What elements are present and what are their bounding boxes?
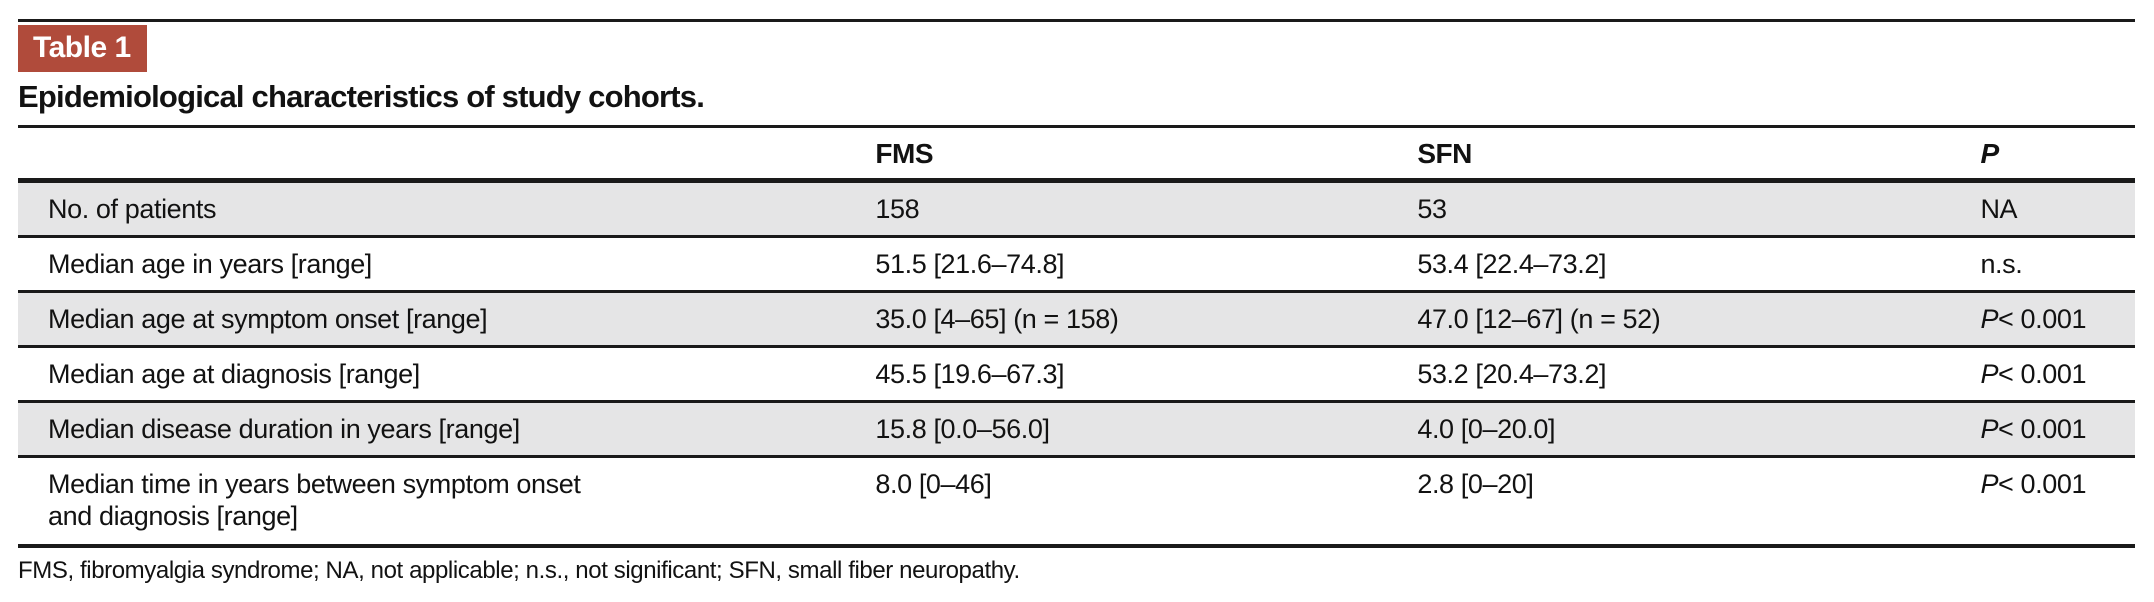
header-row: FMS SFN P [18, 126, 2135, 183]
row-label-line1: Median age at symptom onset [range] [48, 304, 488, 334]
p-symbol: P [1980, 359, 1999, 389]
p-value: P< 0.001 [1980, 401, 2135, 458]
sfn-value: 53.4 [22.4–73.2] [1417, 236, 1981, 293]
p-symbol: P [1980, 304, 1999, 334]
sfn-value: 4.0 [0–20.0] [1417, 401, 1981, 458]
row-label: Median disease duration in years [range] [18, 401, 876, 458]
table-row-symptom-onset: Median age at symptom onset [range] 35.0… [18, 291, 2135, 348]
p-symbol: P [1980, 414, 1999, 444]
table-row-median-age: Median age in years [range] 51.5 [21.6–7… [18, 236, 2135, 293]
sfn-value: 2.8 [0–20] [1417, 469, 1534, 499]
p-value: n.s. [1980, 236, 2135, 293]
footnote: FMS, fibromyalgia syndrome; NA, not appl… [18, 557, 1020, 584]
p-value: NA [1980, 180, 2135, 238]
table-row-age-diagnosis: Median age at diagnosis [range] 45.5 [19… [18, 346, 2135, 403]
column-header-p: P [1980, 126, 2135, 183]
row-label: Median age in years [range] [18, 236, 876, 293]
fms-value: 51.5 [21.6–74.8] [875, 236, 1418, 293]
column-header-empty [18, 126, 876, 183]
row-label-line1: Median time in years between symptom ons… [48, 469, 581, 499]
fms-value: 45.5 [19.6–67.3] [875, 346, 1418, 403]
table-row-disease-duration: Median disease duration in years [range]… [18, 401, 2135, 458]
table-body: No. of patients 158 53 NA Median age in … [18, 180, 2135, 547]
sfn-value: 53.2 [20.4–73.2] [1417, 346, 1981, 403]
row-label: No. of patients [18, 180, 876, 238]
epidemiology-table: FMS SFN P No. of patients 158 53 NA Medi… [18, 125, 2135, 548]
p-text: < 0.001 [1998, 359, 2087, 389]
fms-value: 8.0 [0–46] [875, 469, 992, 499]
table-number-label: Table 1 [33, 31, 131, 64]
top-rule [18, 19, 2135, 22]
p-value: P< 0.001 [1980, 346, 2135, 403]
column-header-fms: FMS [875, 126, 1418, 183]
row-label-line2: and diagnosis [range] [48, 501, 298, 531]
table-number-badge: Table 1 [18, 25, 147, 72]
table-title: Epidemiological characteristics of study… [18, 79, 705, 114]
table-header: FMS SFN P [18, 126, 2135, 183]
row-label: Median time in years between symptom ons… [18, 457, 875, 547]
p-text: NA [1980, 194, 2018, 224]
row-label-line1: Median age at diagnosis [range] [48, 359, 420, 389]
p-value: P< 0.001 [1980, 457, 2135, 547]
column-header-sfn: SFN [1417, 126, 1981, 183]
p-symbol: P [1980, 469, 1999, 499]
row-label-line1: No. of patients [48, 194, 217, 224]
fms-value: 35.0 [4–65] (n = 158) [875, 291, 1418, 348]
table-row-patients: No. of patients 158 53 NA [18, 180, 2135, 238]
row-label-line1: Median age in years [range] [48, 249, 372, 279]
p-text: < 0.001 [1998, 469, 2087, 499]
p-text: n.s. [1980, 249, 2023, 279]
fms-value: 158 [875, 180, 1418, 238]
row-label: Median age at symptom onset [range] [18, 291, 876, 348]
p-text: < 0.001 [1998, 304, 2087, 334]
fms-value: 15.8 [0.0–56.0] [875, 401, 1418, 458]
table-row-time-onset-diagnosis: Median time in years between symptom ons… [18, 457, 2135, 547]
p-value: P< 0.001 [1980, 291, 2135, 348]
sfn-value: 53 [1417, 180, 1981, 238]
p-text: < 0.001 [1998, 414, 2087, 444]
row-label: Median age at diagnosis [range] [18, 346, 876, 403]
row-label-line1: Median disease duration in years [range] [48, 414, 520, 444]
sfn-value: 47.0 [12–67] (n = 52) [1417, 291, 1981, 348]
